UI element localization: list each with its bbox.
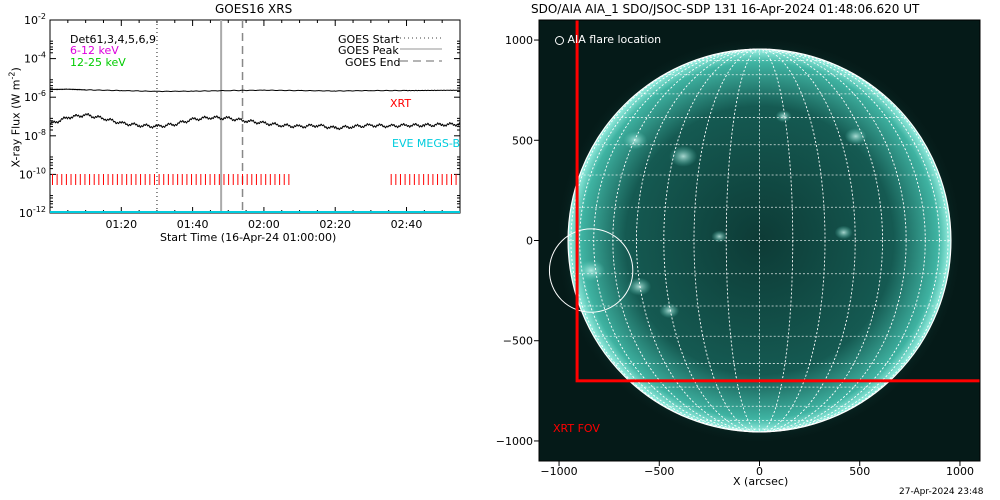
- xrt-coverage-label: XRT: [390, 97, 412, 110]
- aia-x-tick-label: −1000: [540, 465, 577, 478]
- x-tick-label: 02:00: [248, 218, 280, 231]
- x-tick-label: 01:20: [105, 218, 137, 231]
- active-region: [834, 225, 853, 240]
- aia-title: SDO/AIA AIA_1 SDO/JSOC-SDP 131 16-Apr-20…: [531, 2, 920, 16]
- y-tick-label: 10-6: [24, 89, 46, 104]
- active-region: [844, 128, 867, 145]
- solar-limb: [567, 48, 952, 433]
- y-tick-label: 10-8: [24, 128, 46, 143]
- longitude-line: [579, 48, 940, 433]
- energy-band-label-2: 12-25 keV: [70, 56, 126, 69]
- longitude-line: [612, 48, 907, 433]
- active-region: [669, 145, 698, 167]
- longitude-line: [663, 48, 856, 433]
- aia-y-tick-label: 500: [512, 134, 533, 147]
- aia-x-tick-label: 0: [756, 465, 763, 478]
- aia-x-tick-label: 1000: [946, 465, 974, 478]
- aia-axes: −1000 −500 0 500 1000 1000 500 0 −500 −1000: [496, 19, 981, 478]
- aia-x-tick-label: −500: [644, 465, 674, 478]
- y-tick-label: 10-12: [19, 205, 46, 220]
- aia-y-tick-label: −500: [503, 335, 533, 348]
- legend-goes-end: GOES End: [345, 56, 401, 69]
- xrt-fov-label: XRT FOV: [553, 422, 600, 435]
- goes-plot: 10-12 10-10 10-8 10-6 10-4 10-2 01:20 01:40 02:0…: [19, 12, 461, 231]
- longitude-line: [570, 48, 949, 433]
- flare-circle-icon: [555, 35, 564, 45]
- flare-location-label: AIA flare location: [567, 33, 662, 46]
- active-region: [659, 303, 680, 319]
- heliographic-grid: [567, 48, 952, 433]
- legend-goes-peak: GOES Peak: [338, 44, 399, 57]
- aia-xlabel: X (arcsec): [733, 475, 789, 488]
- series-line-0-5-4-a: [49, 113, 461, 131]
- aia-x-tick-label: 500: [849, 465, 870, 478]
- xrt-fov-box: [575, 20, 980, 383]
- active-region: [577, 260, 606, 282]
- active-region: [623, 131, 648, 150]
- energy-band-label-1: 6-12 keV: [70, 44, 119, 57]
- series-line-1-8-a: [49, 88, 461, 93]
- y-tick-label: 10-2: [24, 12, 46, 27]
- goes-title: GOES16 XRS: [215, 2, 293, 16]
- active-region: [627, 277, 652, 296]
- flare-location-legend: AIA flare location: [555, 34, 661, 46]
- active-region: [711, 230, 728, 243]
- x-tick-label: 02:20: [319, 218, 351, 231]
- goes-xlabel: Start Time (16-Apr-24 01:00:00): [160, 231, 337, 244]
- x-tick-label: 01:40: [177, 218, 209, 231]
- eve-coverage-bar: [50, 211, 460, 213]
- aia-y-tick-label: 0: [526, 235, 533, 248]
- aia-y-tick-label: −1000: [496, 435, 533, 448]
- x-tick-label: 02:40: [391, 218, 423, 231]
- detector-label: Det61,3,4,5,6,9: [70, 33, 157, 46]
- aia-y-tick-label: 1000: [505, 34, 533, 47]
- footer-timestamp: 27-Apr-2024 23:48: [899, 487, 984, 497]
- flare-location-circle: [548, 228, 634, 313]
- active-region: [775, 110, 792, 123]
- eve-coverage-label: EVE MEGS-B: [392, 138, 460, 150]
- y-tick-label: 10-10: [19, 166, 46, 181]
- legend-goes-start: GOES Start: [338, 33, 400, 46]
- y-tick-label: 10-4: [24, 51, 46, 66]
